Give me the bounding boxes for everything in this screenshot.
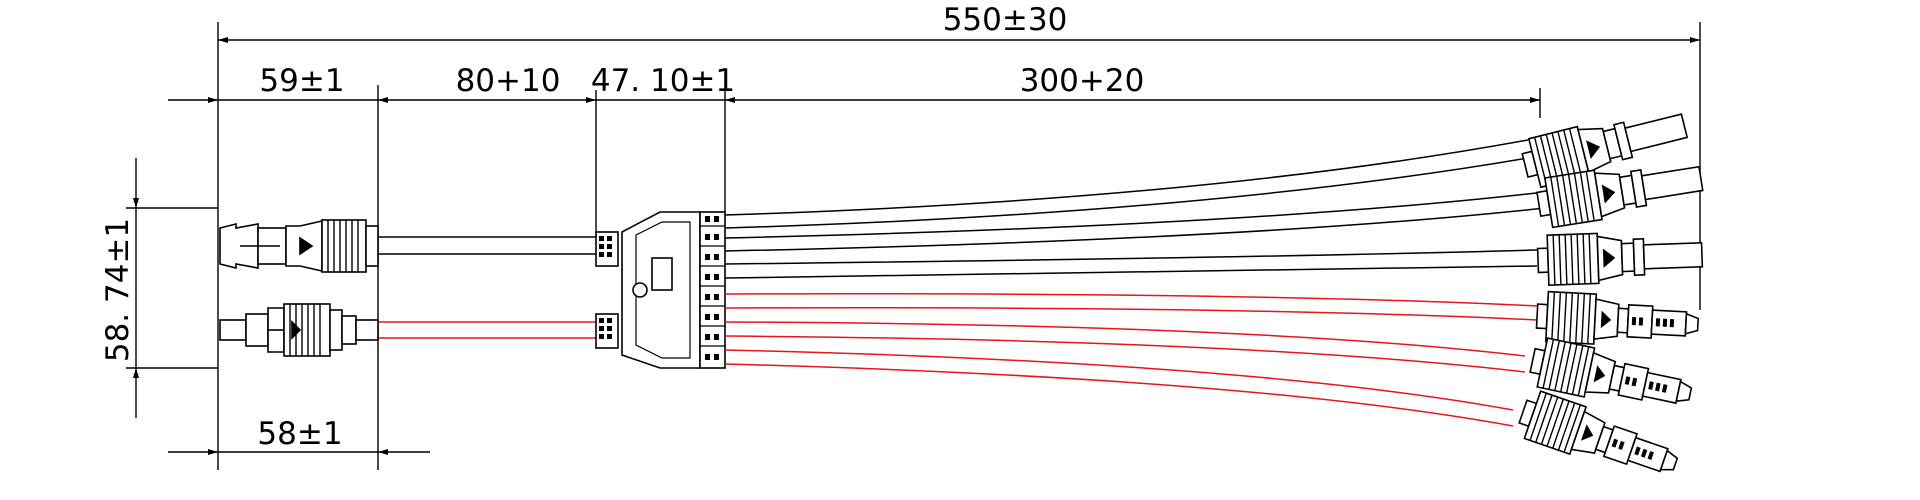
input-cable-positive [378, 321, 596, 339]
output-male-connector-2 [1536, 165, 1704, 229]
output-male-connector-1 [1521, 113, 1689, 189]
dim-input-female-length: 58±1 [257, 416, 342, 452]
dim-output-cable-length: 300+20 [1020, 63, 1145, 99]
branch-body [595, 211, 726, 369]
dimension-lines [126, 22, 1701, 470]
dim-branch-body-length: 47. 10±1 [591, 63, 735, 99]
dim-total-length: 550±30 [943, 2, 1068, 38]
dim-input-spacing: 58. 74±1 [100, 218, 136, 362]
output-male-connector-3 [1536, 232, 1704, 286]
output-female-connector-3 [1518, 390, 1679, 473]
input-male-connector [219, 219, 379, 273]
dim-input-male-length: 59±1 [259, 63, 344, 99]
output-female-connector-2 [1529, 337, 1693, 405]
output-female-connector-1 [1535, 290, 1700, 345]
output-cables-positive [724, 293, 1538, 427]
input-female-connector [219, 303, 379, 357]
input-cable-negative [378, 236, 596, 255]
dim-input-cable-length: 80+10 [456, 63, 561, 99]
output-cables-negative [724, 139, 1546, 279]
